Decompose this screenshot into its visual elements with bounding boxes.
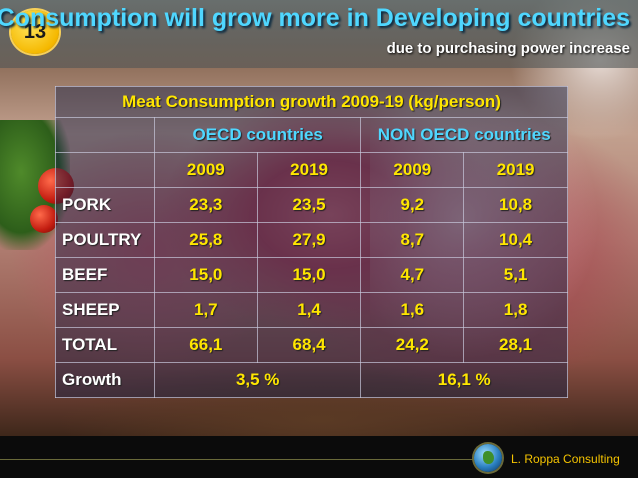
- table-cell: 10,4: [463, 222, 568, 258]
- growth-label: Growth: [55, 362, 155, 398]
- growth-non-oecd: 16,1 %: [360, 362, 568, 398]
- table-row: POULTRY 25,8 27,9 8,7 10,4: [55, 222, 568, 258]
- year-header: 2019: [256, 152, 362, 188]
- footer-bar: [0, 436, 638, 478]
- row-label: SHEEP: [55, 292, 155, 328]
- table-cell: 8,7: [360, 222, 465, 258]
- table-row: PORK 23,3 23,5 9,2 10,8: [55, 187, 568, 223]
- table-cell: 23,5: [256, 187, 362, 223]
- empty-header-cell: [55, 152, 155, 188]
- table-cell: 5,1: [463, 257, 568, 293]
- row-label: TOTAL: [55, 327, 155, 363]
- table-cell: 15,0: [256, 257, 362, 293]
- table-cell: 1,4: [256, 292, 362, 328]
- table-cell: 68,4: [256, 327, 362, 363]
- growth-oecd: 3,5 %: [153, 362, 362, 398]
- empty-header-cell: [55, 117, 155, 153]
- table-row: SHEEP 1,7 1,4 1,6 1,8: [55, 292, 568, 328]
- table-cell: 25,8: [153, 222, 258, 258]
- table-cell: 66,1: [153, 327, 258, 363]
- table-cell: 10,8: [463, 187, 568, 223]
- table-caption: Meat Consumption growth 2009-19 (kg/pers…: [55, 86, 568, 118]
- table-cell: 4,7: [360, 257, 465, 293]
- table-cell: 1,7: [153, 292, 258, 328]
- table-cell: 24,2: [360, 327, 465, 363]
- table-row: TOTAL 66,1 68,4 24,2 28,1: [55, 327, 568, 363]
- footer-divider: [0, 459, 490, 460]
- year-header: 2009: [360, 152, 465, 188]
- group-header-non-oecd: NON OECD countries: [360, 117, 568, 153]
- tomato-decoration: [30, 205, 58, 233]
- table-cell: 1,6: [360, 292, 465, 328]
- year-header: 2019: [463, 152, 568, 188]
- table-cell: 9,2: [360, 187, 465, 223]
- table-cell: 1,8: [463, 292, 568, 328]
- group-header-oecd: OECD countries: [153, 117, 362, 153]
- meat-consumption-table: Meat Consumption growth 2009-19 (kg/pers…: [55, 86, 568, 398]
- credit-text: L. Roppa Consulting: [511, 452, 620, 466]
- row-label: PORK: [55, 187, 155, 223]
- row-label: BEEF: [55, 257, 155, 293]
- table-cell: 28,1: [463, 327, 568, 363]
- slide-title: Consumption will grow more in Developing…: [0, 4, 630, 32]
- table-cell: 27,9: [256, 222, 362, 258]
- table-row: BEEF 15,0 15,0 4,7 5,1: [55, 257, 568, 293]
- table-cell: 15,0: [153, 257, 258, 293]
- table-cell: 23,3: [153, 187, 258, 223]
- slide-subtitle: due to purchasing power increase: [386, 40, 630, 57]
- slide-number-badge: 13: [11, 10, 59, 54]
- growth-row: Growth 3,5 % 16,1 %: [55, 362, 568, 398]
- row-label: POULTRY: [55, 222, 155, 258]
- title-bar: [0, 0, 638, 68]
- globe-icon: [474, 444, 502, 472]
- year-header: 2009: [153, 152, 258, 188]
